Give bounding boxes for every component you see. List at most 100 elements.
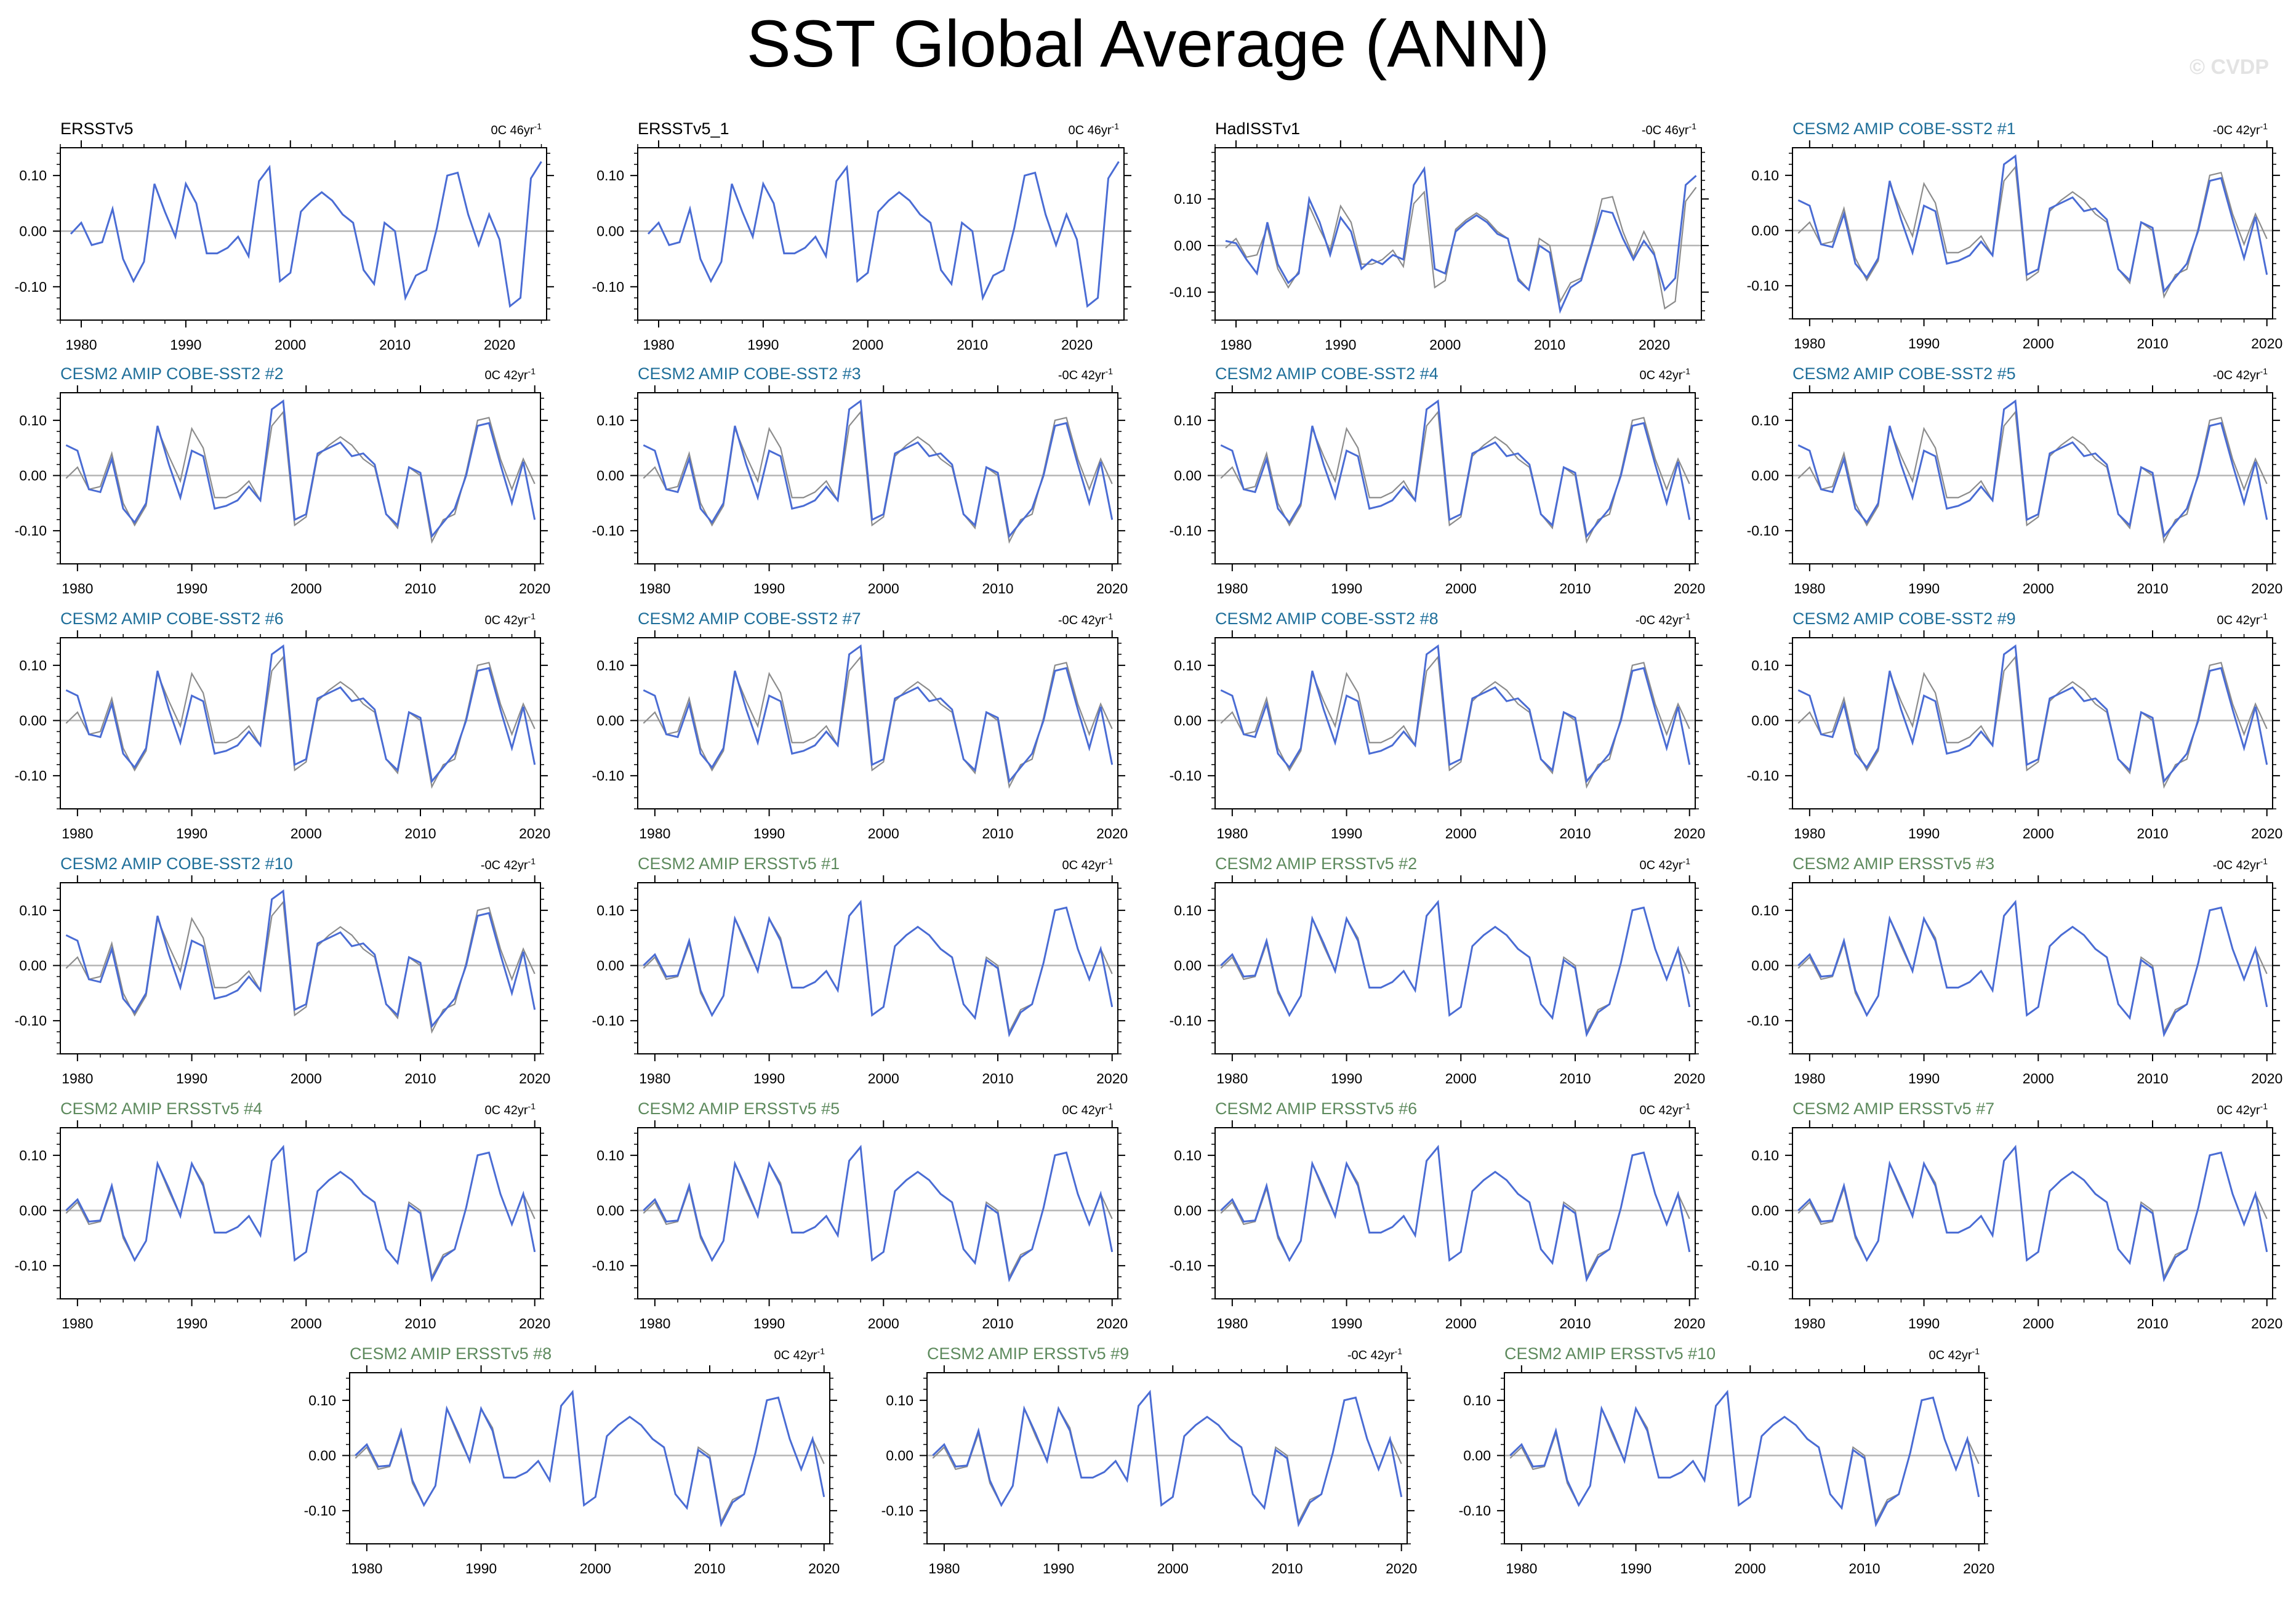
obs-series-line: [643, 655, 1113, 789]
y-tick-label: 0.10: [596, 657, 624, 673]
panel-title: CESM2 AMIP COBE-SST2 #4: [1215, 364, 1439, 383]
y-tick-label: 0.10: [19, 412, 47, 428]
x-tick-label: 2020: [1386, 1560, 1417, 1576]
x-tick-label: 2020: [1674, 1070, 1705, 1086]
sst-panel: ERSSTv5_1 0C 46yr-1 -0.10 0.00 0.10 1980 1990 2…: [592, 119, 1131, 353]
x-tick-label: 2020: [1674, 1315, 1705, 1331]
trend-superscript: -1: [2260, 856, 2268, 866]
x-tick-label: 2020: [519, 825, 550, 841]
trend-superscript: -1: [1106, 611, 1114, 621]
sst-panel: CESM2 AMIP ERSSTv5 #2 0C 42yr-1 -0.10 0.00 0…: [1170, 854, 1706, 1086]
y-tick-label: 0.10: [19, 167, 47, 183]
obs-series-line: [1797, 410, 2268, 544]
panel-title: CESM2 AMIP ERSSTv5 #7: [1792, 1099, 1994, 1118]
panel-trend-label: -0C 42yr-1: [481, 856, 536, 872]
plot-frame: [60, 637, 541, 809]
trend-superscript: -1: [528, 856, 536, 866]
panel-title: CESM2 AMIP ERSSTv5 #6: [1215, 1099, 1417, 1118]
x-tick-label: 2010: [2137, 825, 2168, 841]
y-tick-label: -0.10: [15, 279, 47, 295]
y-tick-label: -0.10: [1170, 1258, 1202, 1274]
x-tick-label: 2020: [1674, 825, 1705, 841]
trend-superscript: -1: [1683, 1101, 1691, 1111]
y-tick-label: -0.10: [15, 1013, 47, 1029]
x-tick-label: 2000: [1445, 825, 1477, 841]
model-series-line: [1220, 899, 1691, 1038]
obs-series-line: [1225, 187, 1697, 310]
plot-frame: [349, 1372, 830, 1544]
x-tick-label: 1980: [62, 580, 93, 596]
x-tick-label: 2020: [1096, 1070, 1128, 1086]
model-series-line: [1797, 644, 2268, 784]
x-tick-label: 2020: [2251, 825, 2282, 841]
x-tick-label: 2000: [1735, 1560, 1766, 1576]
model-series-line: [1509, 1389, 1980, 1528]
y-tick-label: 0.10: [886, 1392, 913, 1408]
y-tick-label: -0.10: [1170, 768, 1202, 784]
x-tick-label: 2010: [1559, 580, 1591, 596]
obs-series-line: [1797, 655, 2268, 789]
panel-trend-label: 0C 42yr-1: [1062, 1101, 1114, 1117]
model-series-line: [1797, 899, 2268, 1038]
plot-frame: [637, 147, 1125, 321]
y-tick-label: -0.10: [1459, 1503, 1491, 1519]
sst-panel: CESM2 AMIP COBE-SST2 #2 0C 42yr-1 -0.10 0.0…: [15, 364, 551, 596]
sst-panel: ERSSTv5 0C 46yr-1 -0.10 0.00 0.10 1980 1990 200…: [15, 119, 554, 353]
obs-series-line: [65, 410, 536, 544]
y-tick-label: 0.10: [1174, 902, 1202, 918]
panel-trend-label: 0C 42yr-1: [485, 366, 536, 382]
x-tick-label: 1980: [1216, 825, 1248, 841]
x-tick-label: 2000: [291, 825, 322, 841]
sst-panel: CESM2 AMIP ERSSTv5 #8 0C 42yr-1 -0.10 0.00 0…: [304, 1344, 840, 1576]
y-tick-label: 0.10: [19, 1147, 47, 1163]
trend-superscript: -1: [528, 611, 536, 621]
model-series-line: [932, 1389, 1403, 1528]
sst-panel: CESM2 AMIP COBE-SST2 #6 0C 42yr-1 -0.10 0.0…: [15, 609, 551, 841]
x-tick-label: 2010: [404, 825, 436, 841]
trend-superscript: -1: [1395, 1346, 1403, 1356]
panel-trend-label: 0C 42yr-1: [485, 611, 536, 627]
y-tick-label: 0.00: [1463, 1448, 1491, 1464]
x-tick-label: 2020: [484, 337, 515, 353]
x-tick-label: 1980: [639, 825, 670, 841]
x-tick-label: 1990: [1908, 825, 1940, 841]
x-tick-label: 2020: [1061, 337, 1093, 353]
y-tick-label: 0.00: [1174, 713, 1202, 729]
panel-trend-label: 0C 42yr-1: [1640, 366, 1691, 382]
x-tick-label: 2010: [982, 1070, 1013, 1086]
y-tick-label: -0.10: [15, 523, 47, 539]
x-tick-label: 1980: [1216, 1070, 1248, 1086]
y-tick-label: 0.00: [1174, 958, 1202, 974]
x-tick-label: 2010: [404, 1070, 436, 1086]
plot-frame: [1792, 637, 2273, 809]
x-tick-label: 1990: [1908, 335, 1940, 351]
panel-trend-label: 0C 42yr-1: [774, 1346, 825, 1362]
y-tick-label: -0.10: [592, 1013, 624, 1029]
x-tick-label: 2010: [1559, 825, 1591, 841]
panel-title: CESM2 AMIP ERSSTv5 #8: [350, 1344, 552, 1363]
panel-title: CESM2 AMIP COBE-SST2 #2: [60, 364, 284, 383]
x-tick-label: 1980: [62, 1070, 93, 1086]
sst-panel: CESM2 AMIP COBE-SST2 #10 -0C 42yr-1 -0.10 0…: [15, 854, 551, 1086]
x-tick-label: 1990: [1331, 1315, 1362, 1331]
trend-superscript: -1: [817, 1346, 825, 1356]
x-tick-label: 2000: [868, 825, 899, 841]
x-tick-label: 1980: [639, 580, 670, 596]
trend-superscript: -1: [528, 366, 536, 376]
sst-panel: CESM2 AMIP COBE-SST2 #5 -0C 42yr-1 -0.10 0.…: [1747, 364, 2283, 596]
x-tick-label: 1990: [1331, 580, 1362, 596]
trend-superscript: -1: [534, 121, 542, 131]
x-tick-label: 2010: [982, 825, 1013, 841]
plot-frame: [637, 1127, 1118, 1299]
x-tick-label: 1980: [1794, 335, 1825, 351]
y-tick-label: -0.10: [592, 768, 624, 784]
x-tick-label: 2020: [519, 580, 550, 596]
panel-title: CESM2 AMIP ERSSTv5 #3: [1792, 854, 1994, 873]
y-tick-label: 0.00: [19, 713, 47, 729]
x-tick-label: 2010: [982, 1315, 1013, 1331]
x-tick-label: 1980: [1216, 580, 1248, 596]
model-series-line: [1220, 644, 1691, 784]
x-tick-label: 1980: [1794, 1315, 1825, 1331]
panel-title: CESM2 AMIP COBE-SST2 #1: [1792, 119, 2016, 138]
obs-series-line: [65, 655, 536, 789]
